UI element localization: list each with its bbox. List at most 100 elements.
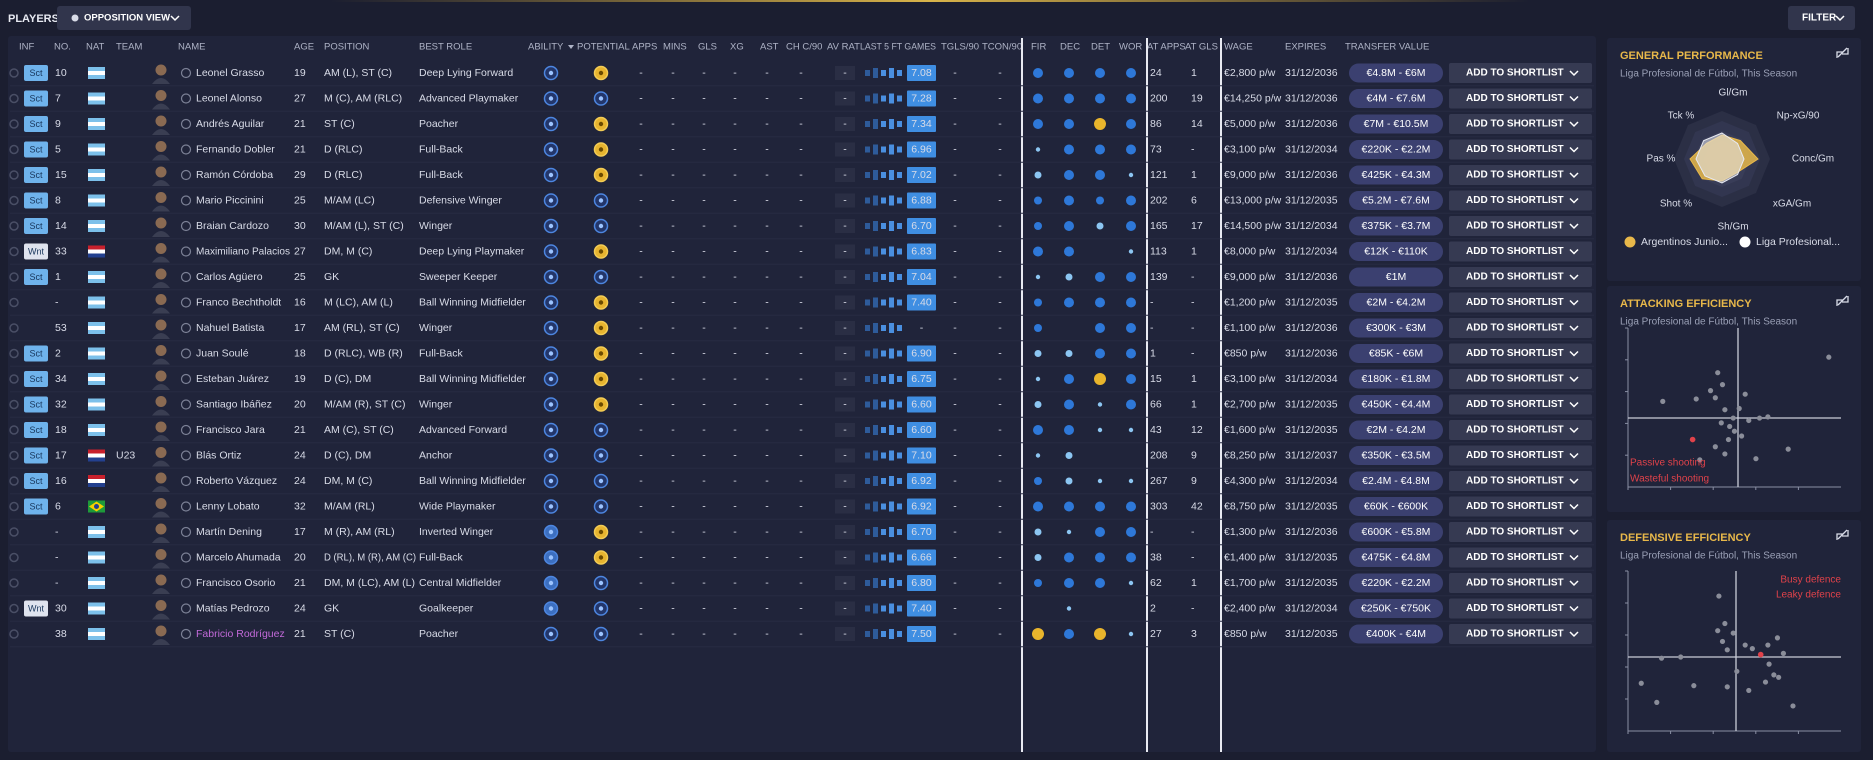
column-header[interactable]: TEAM <box>116 42 142 53</box>
chevron[interactable] <box>1569 605 1579 612</box>
shortlist-button-label[interactable]: ADD TO SHORTLIST <box>1466 552 1564 563</box>
shortlist-button-label[interactable]: ADD TO SHORTLIST <box>1466 297 1564 308</box>
chevron[interactable] <box>1569 121 1579 128</box>
shortlist-button[interactable] <box>1449 267 1592 287</box>
shortlist-button-label[interactable]: ADD TO SHORTLIST <box>1466 246 1564 257</box>
shortlist-button-label[interactable]: ADD TO SHORTLIST <box>1466 629 1564 640</box>
chevron[interactable] <box>1569 631 1579 638</box>
name[interactable]: Leonel Alonso <box>196 92 262 104</box>
shortlist-button[interactable] <box>1449 598 1592 619</box>
shortlist-button[interactable] <box>1449 445 1592 466</box>
shortlist-button-label[interactable]: ADD TO SHORTLIST <box>1466 195 1564 206</box>
name[interactable]: Esteban Juárez <box>196 373 269 385</box>
chevron[interactable] <box>1569 172 1579 179</box>
player-row[interactable]: 53 Nahuel Batista 17 AM (RL), ST (C) Winger -… <box>9 318 1594 342</box>
chevron[interactable] <box>1569 427 1579 434</box>
view-button-bg[interactable] <box>57 6 191 30</box>
chevron[interactable] <box>1569 401 1579 408</box>
shortlist-button[interactable] <box>1449 420 1592 440</box>
player-row[interactable]: Sct 16 Roberto Vázquez 24 DM, M (C) Ball Winn… <box>9 471 1594 495</box>
shortlist-button[interactable] <box>1449 624 1592 644</box>
shortlist-button[interactable] <box>1449 318 1592 338</box>
column-header[interactable]: FIR <box>1031 42 1046 53</box>
shortlist-button-label[interactable]: ADD TO SHORTLIST <box>1466 221 1564 232</box>
filter-button[interactable]: FILTER <box>1788 6 1855 30</box>
player-row[interactable]: - Marcelo Ahumada 20 D (RL), M (R), AM (C) F… <box>9 547 1594 571</box>
column-header[interactable]: ABILITY <box>528 42 564 53</box>
shortlist-button[interactable] <box>1449 292 1592 313</box>
chevron[interactable] <box>1569 248 1579 255</box>
row-checkbox[interactable] <box>9 297 19 308</box>
player-row[interactable]: Sct 8 Mario Piccinini 25 M/AM (LC) Defensive … <box>9 190 1594 214</box>
name[interactable]: Mario Piccinini <box>196 194 264 206</box>
column-header[interactable]: GLS <box>698 42 717 53</box>
shortlist-button-label[interactable]: ADD TO SHORTLIST <box>1466 323 1564 334</box>
shortlist-button[interactable] <box>1449 394 1592 415</box>
column-header[interactable]: WAGE <box>1224 42 1253 53</box>
column-header[interactable]: DEC <box>1060 42 1080 53</box>
shortlist-button-label[interactable]: ADD TO SHORTLIST <box>1466 425 1564 436</box>
shortlist-button[interactable] <box>1449 343 1592 364</box>
name[interactable]: Martín Dening <box>196 526 262 538</box>
chevron[interactable] <box>1569 274 1579 281</box>
name[interactable]: Lenny Lobato <box>196 500 260 512</box>
shortlist-button[interactable] <box>1449 496 1592 517</box>
player-row[interactable]: Sct 2 Juan Soulé 18 D (RLC), WB (R) Full-Back… <box>9 343 1594 367</box>
view-button-label[interactable]: OPPOSITION VIEW <box>84 13 170 24</box>
chevron[interactable] <box>1569 95 1579 102</box>
chevron[interactable] <box>1569 376 1579 383</box>
column-header[interactable]: NO. <box>54 42 71 53</box>
chevron[interactable] <box>1569 299 1579 306</box>
name[interactable]: Blás Ortiz <box>196 449 242 461</box>
name[interactable]: Franco Bechtholdt <box>196 296 281 308</box>
column-header[interactable]: TCON/90 <box>982 42 1022 53</box>
chevron[interactable] <box>1569 529 1579 536</box>
row-checkbox[interactable] <box>9 578 19 588</box>
player-row[interactable]: 38 Fabricio Rodríguez 21 ST (C) Poacher - - - - -… <box>9 624 1594 648</box>
player-row[interactable]: Sct 18 Francisco Jara 21 AM (C), ST (C) Advan… <box>9 420 1594 444</box>
column-header[interactable]: AST <box>760 42 779 53</box>
shortlist-button-label[interactable]: ADD TO SHORTLIST <box>1466 399 1564 410</box>
column-header[interactable]: BEST ROLE <box>419 42 472 53</box>
name[interactable]: Nahuel Batista <box>196 322 264 334</box>
chevron[interactable] <box>1569 350 1579 357</box>
column-header[interactable]: AV RAT <box>827 42 860 53</box>
row-checkbox[interactable] <box>9 144 19 155</box>
shortlist-button-label[interactable]: ADD TO SHORTLIST <box>1466 170 1564 181</box>
row-checkbox[interactable] <box>9 195 19 206</box>
column-header[interactable]: AGE <box>294 42 314 53</box>
expand-icon[interactable] <box>1836 295 1849 306</box>
column-header[interactable]: NAME <box>178 42 205 53</box>
view-button[interactable]: OPPOSITION VIEW <box>57 6 191 30</box>
column-header[interactable]: EXPIRES <box>1285 42 1326 53</box>
row-checkbox[interactable] <box>9 527 19 537</box>
name[interactable]: Leonel Grasso <box>196 67 264 79</box>
row-checkbox[interactable] <box>9 629 19 639</box>
player-row[interactable]: Wnt 30 Matías Pedrozo 24 GK Goalkeeper - - - - - - -… <box>9 598 1594 622</box>
row-checkbox[interactable] <box>9 603 19 614</box>
shortlist-button-label[interactable]: ADD TO SHORTLIST <box>1466 527 1564 538</box>
shortlist-button-label[interactable]: ADD TO SHORTLIST <box>1466 272 1564 283</box>
row-checkbox[interactable] <box>9 93 19 104</box>
player-row[interactable]: - Franco Bechtholdt 16 M (LC), AM (L) Ball W… <box>9 292 1594 316</box>
column-header[interactable]: POTENTIAL <box>577 42 630 53</box>
player-row[interactable]: - Francisco Osorio 21 DM, M (LC), AM (L) Cen… <box>9 573 1594 597</box>
name[interactable]: Santiago Ibáñez <box>196 398 272 410</box>
shortlist-button-label[interactable]: ADD TO SHORTLIST <box>1466 578 1564 589</box>
player-row[interactable]: Sct 15 Ramón Córdoba 29 D (RLC) Full-Back - - - -… <box>9 165 1594 189</box>
shortlist-button-label[interactable]: ADD TO SHORTLIST <box>1466 348 1564 359</box>
shortlist-button-label[interactable]: ADD TO SHORTLIST <box>1466 603 1564 614</box>
shortlist-button-label[interactable]: ADD TO SHORTLIST <box>1466 144 1564 155</box>
shortlist-button[interactable] <box>1449 573 1592 593</box>
shortlist-button-label[interactable]: ADD TO SHORTLIST <box>1466 93 1564 104</box>
player-row[interactable]: Sct 1 Carlos Agüero 25 GK Sweeper Keeper - - - - -… <box>9 267 1594 291</box>
filter-button-label[interactable]: FILTER <box>1802 13 1837 24</box>
shortlist-button-label[interactable]: ADD TO SHORTLIST <box>1466 374 1564 385</box>
chevron[interactable] <box>1569 223 1579 230</box>
shortlist-button[interactable] <box>1449 216 1592 236</box>
chevron[interactable] <box>1569 452 1579 459</box>
shortlist-button[interactable] <box>1449 88 1592 109</box>
shortlist-button[interactable] <box>1449 114 1592 134</box>
shortlist-button[interactable] <box>1449 522 1592 542</box>
shortlist-button[interactable] <box>1449 471 1592 491</box>
